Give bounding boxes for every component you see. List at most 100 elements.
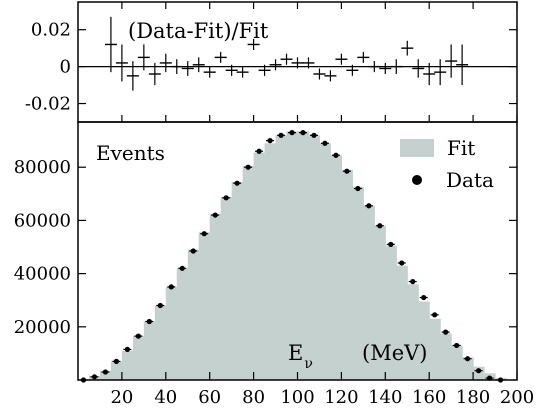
data-point bbox=[168, 284, 174, 290]
data-point bbox=[344, 168, 350, 174]
main-y-tick-label: 60000 bbox=[14, 210, 71, 231]
ratio-points bbox=[104, 16, 469, 91]
fit-bar bbox=[440, 333, 452, 380]
fit-bar bbox=[132, 336, 145, 380]
data-point bbox=[410, 278, 416, 285]
data-point bbox=[465, 356, 471, 362]
main-x-tick-label: 100 bbox=[280, 387, 314, 408]
data-point bbox=[377, 223, 383, 229]
main-x-tick-label: 40 bbox=[154, 387, 177, 408]
data-point bbox=[91, 374, 98, 380]
data-point bbox=[388, 241, 394, 247]
x-axis-label-unit: (MeV) bbox=[362, 341, 427, 365]
fit-bar bbox=[198, 232, 211, 380]
fit-bar bbox=[418, 301, 430, 380]
main-y-tick-label: 20000 bbox=[14, 317, 71, 338]
data-point bbox=[234, 180, 240, 186]
fit-bar bbox=[275, 135, 288, 380]
fit-bar bbox=[143, 321, 156, 380]
data-point bbox=[311, 132, 317, 138]
main-x-tick-label: 80 bbox=[242, 387, 265, 408]
data-point bbox=[201, 231, 207, 237]
fit-bar bbox=[286, 131, 299, 380]
fit-bar bbox=[231, 181, 244, 380]
ratio-y-tick-label: -0.02 bbox=[25, 94, 71, 115]
fit-bar bbox=[209, 213, 222, 380]
data-point bbox=[146, 318, 152, 325]
fit-bar bbox=[187, 249, 200, 380]
data-point bbox=[355, 185, 361, 192]
fit-bar bbox=[121, 350, 134, 380]
main-y-tick-label: 80000 bbox=[14, 157, 71, 178]
data-point bbox=[267, 138, 273, 144]
fit-bar bbox=[220, 197, 233, 380]
data-point bbox=[124, 346, 130, 353]
main-x-tick-label: 60 bbox=[198, 387, 221, 408]
data-point bbox=[300, 130, 306, 136]
legend-data-label: Data bbox=[446, 168, 494, 192]
main-y-axis: 20000 40000 60000 80000 bbox=[14, 157, 517, 338]
fit-bar bbox=[341, 169, 353, 380]
fit-bar bbox=[352, 187, 364, 380]
data-point bbox=[157, 302, 163, 309]
ratio-y-axis: 0.02 0 -0.02 bbox=[25, 20, 517, 115]
ratio-y-tick-label: 0 bbox=[60, 57, 71, 78]
data-point bbox=[475, 368, 482, 374]
fit-bar bbox=[242, 165, 255, 380]
x-axis-label: Eν (MeV) bbox=[288, 341, 427, 372]
x-axis-label-symbol: Eν bbox=[288, 341, 313, 372]
main-x-tick-label: 120 bbox=[324, 387, 358, 408]
main-x-tick-label: 140 bbox=[368, 387, 402, 408]
fit-bar bbox=[407, 284, 419, 380]
data-point bbox=[432, 312, 438, 318]
data-point bbox=[212, 212, 218, 218]
data-point bbox=[113, 358, 120, 364]
fit-bar bbox=[363, 205, 375, 380]
fit-bar bbox=[319, 143, 332, 380]
fit-bar bbox=[451, 345, 463, 380]
data-point bbox=[443, 329, 449, 335]
legend: Fit Data bbox=[400, 136, 494, 192]
data-point bbox=[366, 203, 372, 209]
data-point bbox=[135, 333, 141, 339]
fit-bar bbox=[429, 318, 441, 380]
main-x-tick-label: 160 bbox=[412, 387, 446, 408]
fit-bar bbox=[253, 152, 266, 380]
data-point bbox=[399, 260, 405, 266]
main-y-tick-label: 40000 bbox=[14, 264, 71, 285]
legend-fit-swatch bbox=[400, 139, 434, 157]
main-x-axis: 20 40 60 80 100 120 140 160 180 200 bbox=[110, 2, 534, 408]
fit-bar bbox=[297, 131, 310, 380]
legend-fit-label: Fit bbox=[447, 136, 475, 160]
main-x-tick-label: 180 bbox=[456, 387, 490, 408]
data-point bbox=[223, 195, 229, 201]
fit-bar bbox=[99, 370, 112, 380]
fit-bar bbox=[385, 245, 397, 380]
data-point bbox=[179, 265, 185, 271]
fit-bar bbox=[330, 155, 342, 380]
fit-bar bbox=[165, 286, 178, 380]
data-point bbox=[190, 248, 196, 254]
main-x-tick-label: 20 bbox=[110, 387, 133, 408]
fit-bar bbox=[264, 143, 277, 380]
ratio-y-tick-label: 0.02 bbox=[31, 20, 71, 41]
fit-bar bbox=[308, 135, 321, 380]
data-point bbox=[102, 369, 109, 375]
fit-bar bbox=[176, 268, 189, 380]
ratio-panel-title: (Data-Fit)/Fit bbox=[128, 19, 269, 43]
main-x-tick-label: 200 bbox=[500, 387, 534, 408]
data-point bbox=[289, 130, 295, 136]
data-point bbox=[256, 148, 262, 154]
fit-bar bbox=[110, 361, 123, 380]
fit-bar bbox=[396, 265, 408, 380]
data-point bbox=[322, 140, 328, 146]
y-axis-label: Events bbox=[96, 141, 165, 165]
data-point bbox=[421, 294, 427, 301]
fit-bar bbox=[154, 305, 167, 380]
fit-bar bbox=[462, 357, 474, 380]
data-point bbox=[333, 152, 339, 158]
legend-data-marker bbox=[412, 175, 422, 185]
data-points bbox=[79, 130, 505, 383]
data-point bbox=[245, 164, 251, 170]
